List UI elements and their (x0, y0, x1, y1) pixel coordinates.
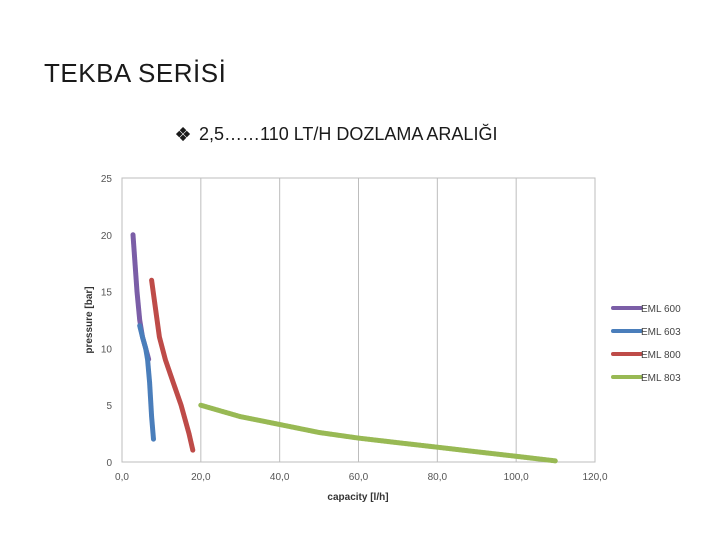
x-tick-label: 20,0 (191, 472, 211, 483)
y-tick-label: 5 (106, 401, 112, 412)
y-tick-label: 25 (101, 174, 113, 185)
y-tick-labels: 0 5 10 15 20 25 (101, 174, 113, 469)
diamond-bullet-icon (176, 127, 191, 142)
y-tick-label: 15 (101, 288, 113, 299)
subtitle-row: 2,5……110 LT/H DOZLAMA ARALIĞI (176, 124, 497, 145)
x-tick-label: 40,0 (270, 472, 290, 483)
y-tick-label: 20 (101, 231, 113, 242)
series-line-eml-603 (137, 323, 156, 442)
x-tick-label: 60,0 (349, 472, 369, 483)
series-line-eml-800 (149, 277, 196, 454)
y-tick-label: 10 (101, 344, 113, 355)
x-tick-label: 120,0 (582, 472, 607, 483)
slide-title: TEKBA SERİSİ (44, 58, 227, 88)
series-line-eml-803 (198, 402, 559, 464)
series-layer (130, 232, 559, 464)
legend-label: EML 803 (641, 373, 681, 384)
legend-label: EML 800 (641, 350, 681, 361)
x-tick-label: 100,0 (504, 472, 529, 483)
legend-label: EML 600 (641, 304, 681, 315)
legend: EML 600 EML 603 EML 800 EML 803 (611, 304, 681, 384)
y-axis-label: pressure [bar] (84, 286, 95, 353)
x-tick-labels: 0,0 20,0 40,0 60,0 80,0 100,0 120,0 (115, 472, 608, 483)
x-axis-label: capacity [l/h] (327, 492, 388, 503)
x-tick-label: 80,0 (428, 472, 448, 483)
x-tick-label: 0,0 (115, 472, 129, 483)
gridlines (200, 178, 517, 462)
subtitle-text: 2,5……110 LT/H DOZLAMA ARALIĞI (199, 124, 498, 144)
y-tick-label: 0 (106, 458, 112, 469)
legend-label: EML 603 (641, 327, 681, 338)
